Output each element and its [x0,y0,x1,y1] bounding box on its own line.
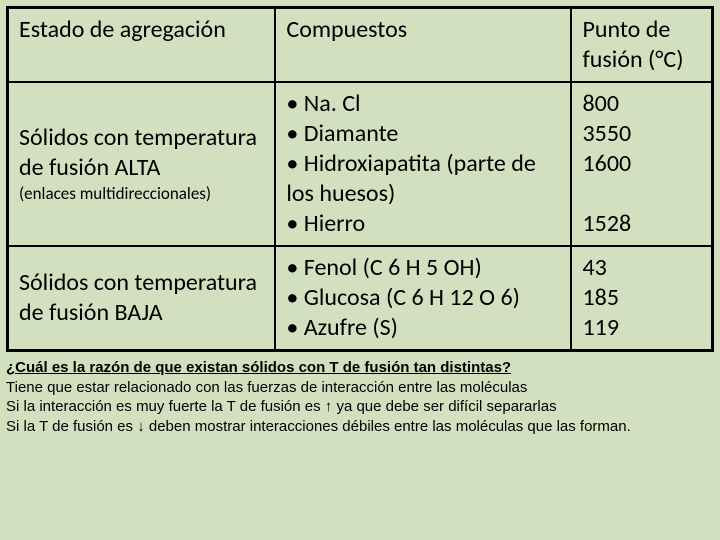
melting-cell-high: 800 3550 1600 1528 [571,82,712,246]
melting-cell-low: 43 185 119 [571,246,712,351]
compound-item: • Glucosa (C 6 H 12 O 6) [286,283,560,313]
compound-item: • Diamante [286,119,560,149]
footer-question: ¿Cuál es la razón de que existan sólidos… [6,358,714,378]
table-header-row: Estado de agregación Compuestos Punto de… [8,8,713,83]
header-compounds: Compuestos [275,8,571,83]
melting-value: 3550 [582,119,701,149]
compound-item: • Azufre (S) [286,313,560,343]
melting-value: 1600 [582,149,701,179]
table-row: Sólidos con temperatura de fusión ALTA (… [8,82,713,246]
category-cell-high: Sólidos con temperatura de fusión ALTA (… [8,82,276,246]
footer-block: ¿Cuál es la razón de que existan sólidos… [6,358,714,436]
category-note: (enlaces multidireccionales) [19,183,264,204]
category-cell-low: Sólidos con temperatura de fusión BAJA [8,246,276,351]
melting-value: 185 [582,283,701,313]
melting-value: 1528 [582,209,701,239]
melting-point-table: Estado de agregación Compuestos Punto de… [6,6,714,352]
header-melting: Punto de fusión (°C) [571,8,712,83]
compound-item: • Na. Cl [286,89,560,119]
melting-value: 43 [582,253,701,283]
compounds-cell-high: • Na. Cl • Diamante • Hidroxiapatita (pa… [275,82,571,246]
compound-item: • Hidroxiapatita (parte de los huesos) [286,149,560,209]
compound-item: • Hierro [286,209,560,239]
footer-line: Tiene que estar relacionado con las fuer… [6,378,714,398]
melting-value: 119 [582,313,701,343]
compound-item: • Fenol (C 6 H 5 OH) [286,253,560,283]
melting-value: 800 [582,89,701,119]
category-title: Sólidos con temperatura de fusión BAJA [19,268,264,328]
footer-line: Si la T de fusión es ↓ deben mostrar int… [6,417,714,437]
footer-line: Si la interacción es muy fuerte la T de … [6,397,714,417]
table-row: Sólidos con temperatura de fusión BAJA •… [8,246,713,351]
spacer [582,179,701,209]
category-title: Sólidos con temperatura de fusión ALTA [19,123,264,183]
header-state: Estado de agregación [8,8,276,83]
compounds-cell-low: • Fenol (C 6 H 5 OH) • Glucosa (C 6 H 12… [275,246,571,351]
